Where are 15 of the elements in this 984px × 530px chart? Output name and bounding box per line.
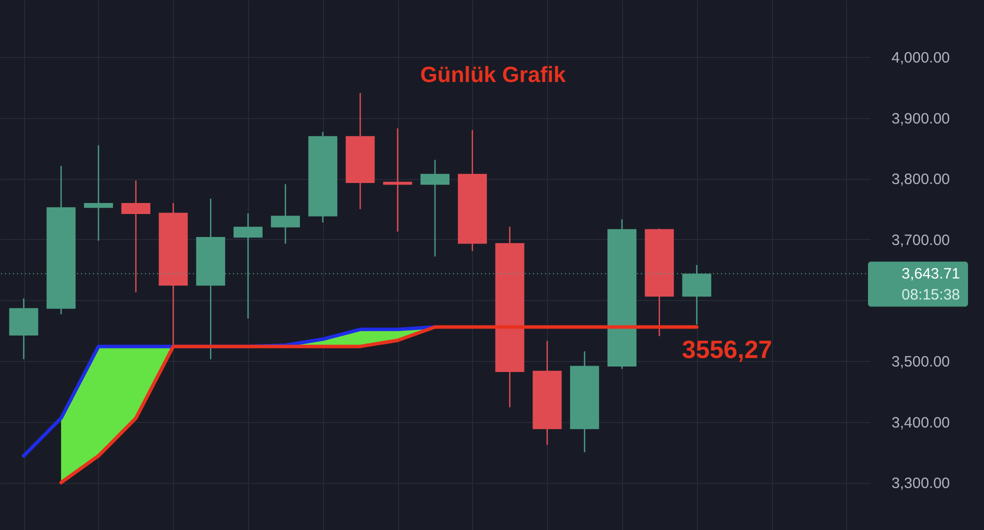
annotation: 3556,27 bbox=[682, 336, 772, 364]
text: 08:15:38 bbox=[902, 286, 960, 304]
candlestick bbox=[383, 128, 412, 232]
y-tick-label: 3,900.00 bbox=[892, 110, 950, 128]
y-tick-label: 3,400.00 bbox=[892, 414, 950, 432]
y-tick-label: 3,500.00 bbox=[892, 354, 950, 371]
candlestick bbox=[121, 180, 150, 293]
text: Günlük Grafik bbox=[420, 62, 566, 87]
ref-line-label: 3,643.71 bbox=[902, 266, 960, 283]
y-tick-label: 3,300.00 bbox=[892, 475, 950, 492]
y-tick-label: 3,800.00 bbox=[892, 171, 950, 188]
y-tick-label: 4,000.00 bbox=[892, 50, 950, 67]
candlestick bbox=[420, 159, 450, 258]
candlestick bbox=[84, 144, 113, 242]
y-tick-label: 3,700.00 bbox=[892, 232, 950, 249]
